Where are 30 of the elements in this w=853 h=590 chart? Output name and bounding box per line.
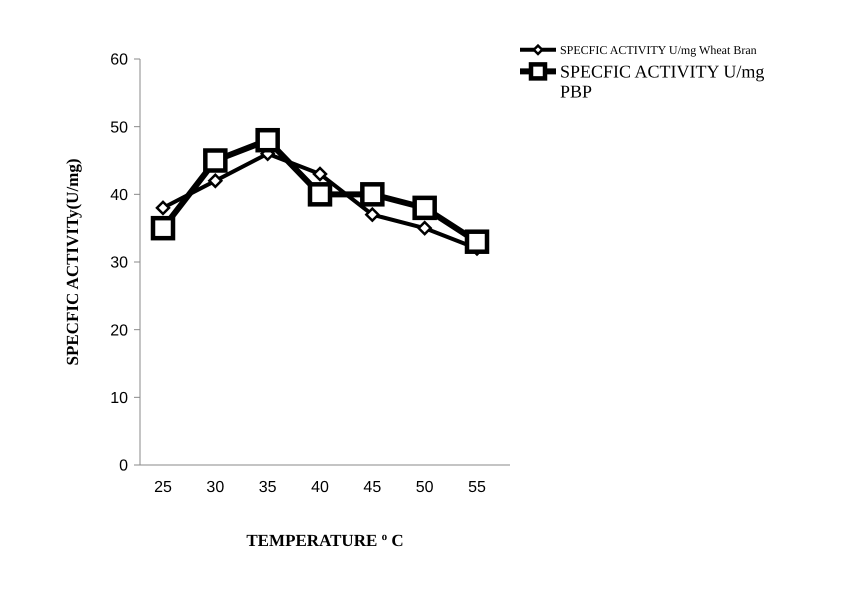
point <box>412 196 437 220</box>
x-tick-label: 25 <box>154 479 172 496</box>
point <box>208 174 223 188</box>
legend-label: SPECFIC ACTIVITY U/mg Wheat Bran <box>560 43 757 57</box>
y-tick-label: 20 <box>110 322 128 340</box>
point <box>417 220 432 236</box>
point <box>312 166 328 182</box>
point <box>156 200 170 216</box>
y-tick-label: 10 <box>110 390 128 407</box>
legend-label: SPECFIC ACTIVITY U/mg PBP <box>560 62 764 102</box>
point <box>203 148 228 173</box>
x-tick-label: 35 <box>258 479 277 496</box>
y-tick-label: 0 <box>119 458 128 475</box>
point <box>360 182 385 207</box>
point <box>308 182 332 207</box>
point <box>150 216 176 240</box>
y-tick-label: 50 <box>110 119 128 136</box>
y-tick-label: 60 <box>110 52 128 69</box>
point <box>464 229 490 254</box>
point <box>255 128 280 152</box>
x-axis-title: TEMPERATURE $^{o}$ C <box>246 531 404 550</box>
y-tick-label: 30 <box>110 254 128 272</box>
x-tick-label: 55 <box>468 479 486 496</box>
x-tick-label: 45 <box>363 479 382 496</box>
x-tick-label: 30 <box>206 479 224 496</box>
x-tick-label: 50 <box>416 479 434 496</box>
point <box>365 207 380 222</box>
y-tick-label: 40 <box>110 186 128 204</box>
y-axis-title: SPECFIC ACTIVITy(U/mg) <box>63 158 82 366</box>
x-tick-label: 40 <box>311 479 329 496</box>
